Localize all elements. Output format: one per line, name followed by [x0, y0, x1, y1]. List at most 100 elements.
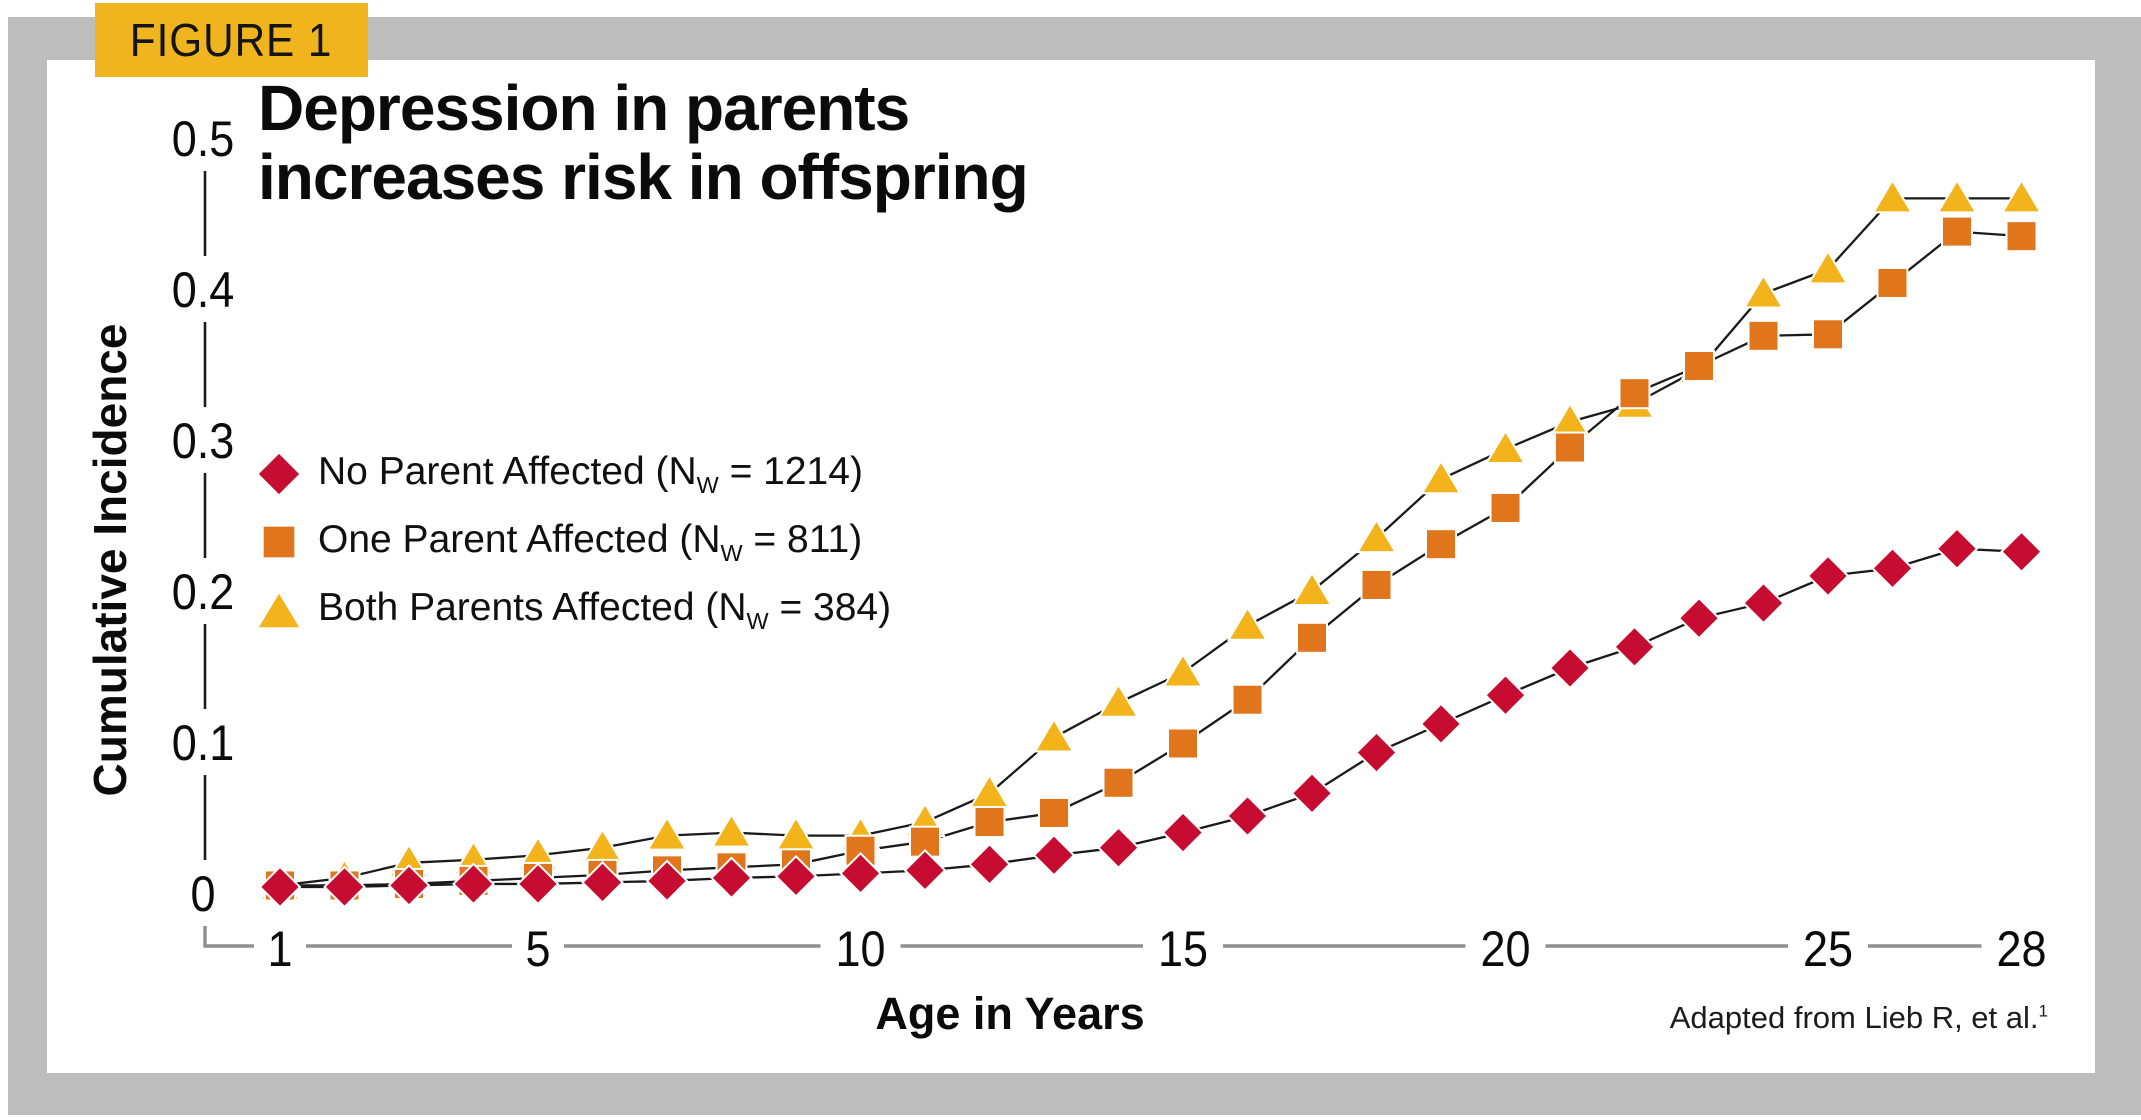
marker-triangle — [1871, 178, 1914, 214]
attribution: Adapted from Lieb R, et al.1 — [1670, 1000, 2048, 1036]
attribution-footnote-marker: 1 — [2038, 1001, 2048, 1021]
legend-diamond-icon — [258, 453, 300, 495]
marker-diamond — [516, 862, 560, 906]
marker-diamond — [1226, 794, 1269, 838]
legend-label: One Parent Affected (NW = 811) — [318, 517, 863, 566]
marker-square — [1683, 350, 1715, 383]
marker-square — [1296, 621, 1328, 654]
figure-tab: FIGURE 1 — [95, 3, 368, 77]
marker-triangle — [1291, 571, 1333, 606]
marker-square — [1876, 266, 1909, 299]
series-line-triangle — [279, 197, 2022, 887]
marker-triangle — [1097, 682, 1140, 718]
y-tick-label: 0.3 — [172, 414, 235, 470]
marker-triangle — [1807, 249, 1849, 285]
x-axis-corner — [203, 926, 254, 948]
marker-square — [909, 825, 941, 858]
marker-square — [1941, 215, 1973, 248]
legend: No Parent Affected (NW = 1214) One Parent… — [256, 440, 891, 644]
marker-diamond — [1419, 702, 1463, 746]
legend-item: Both Parents Affected (NW = 384) — [256, 576, 891, 644]
marker-triangle — [646, 815, 688, 851]
marker-square — [1038, 796, 1070, 829]
marker-triangle — [1226, 605, 1269, 641]
x-tick-label: 20 — [1480, 922, 1530, 978]
marker-diamond — [903, 848, 947, 892]
marker-square — [1231, 683, 1264, 716]
x-tick-label: 1 — [267, 922, 292, 978]
marker-square — [1102, 766, 1135, 799]
marker-diamond — [1613, 625, 1656, 669]
marker-diamond — [1548, 646, 1592, 690]
series-line-square — [280, 230, 2022, 887]
x-tick-label: 10 — [835, 922, 885, 978]
marker-diamond — [452, 862, 495, 906]
marker-diamond — [1677, 596, 1721, 640]
y-axis-label: Cumulative Incidence — [84, 323, 136, 797]
marker-square — [1167, 727, 1199, 760]
marker-square — [1554, 431, 1586, 464]
marker-diamond — [323, 865, 366, 909]
marker-square — [1747, 319, 1780, 352]
marker-square — [973, 806, 1006, 839]
legend-item: No Parent Affected (NW = 1214) — [256, 440, 891, 508]
legend-item: One Parent Affected (NW = 811) — [256, 508, 891, 576]
marker-triangle — [775, 815, 817, 851]
marker-square — [1425, 528, 1457, 561]
marker-diamond — [1161, 811, 1205, 855]
y-tick-label: 0.5 — [172, 112, 235, 168]
marker-diamond — [1355, 731, 1398, 774]
marker-triangle — [1742, 273, 1785, 309]
marker-diamond — [258, 865, 302, 909]
x-axis-label: Age in Years — [875, 988, 1145, 1039]
series-line-diamond — [280, 547, 2022, 889]
marker-triangle — [1162, 652, 1204, 688]
panel-frame — [8, 17, 2141, 1115]
marker-square — [1489, 491, 1522, 524]
marker-triangle — [1355, 518, 1398, 554]
y-tick-label: 0.2 — [172, 565, 235, 621]
marker-diamond — [839, 851, 882, 895]
marker-diamond — [1935, 527, 1979, 571]
marker-diamond — [1097, 826, 1140, 870]
marker-triangle — [1484, 429, 1527, 465]
legend-label: No Parent Affected (NW = 1214) — [318, 449, 863, 498]
y-tick-label: 0.1 — [172, 716, 235, 772]
y-tick-label: 0.4 — [172, 263, 235, 319]
legend-square-icon — [263, 526, 295, 558]
x-tick-label: 15 — [1158, 922, 1208, 978]
marker-diamond — [1871, 546, 1914, 590]
x-tick-label: 5 — [525, 922, 550, 978]
marker-diamond — [1742, 581, 1785, 625]
attribution-text: Adapted from Lieb R, et al. — [1669, 1000, 2039, 1035]
y-tick-label: 0 — [190, 867, 215, 923]
marker-diamond — [645, 859, 689, 903]
marker-triangle — [1420, 459, 1462, 495]
x-tick-label: 28 — [1996, 922, 2046, 978]
marker-diamond — [710, 856, 753, 900]
marker-diamond — [1032, 833, 1076, 877]
legend-label: Both Parents Affected (NW = 384) — [318, 585, 892, 634]
marker-triangle — [1549, 401, 1591, 437]
marker-diamond — [968, 842, 1011, 886]
marker-diamond — [1806, 554, 1850, 598]
marker-diamond — [774, 854, 818, 898]
marker-diamond — [581, 861, 624, 904]
marker-square — [2005, 220, 2038, 253]
marker-diamond — [1290, 771, 1334, 815]
marker-diamond — [2000, 530, 2043, 574]
marker-triangle — [1033, 717, 1075, 753]
marker-diamond — [1484, 673, 1527, 717]
marker-triangle — [2000, 178, 2043, 214]
chart-title: Depression in parents increases risk in … — [258, 72, 1029, 213]
marker-square — [1812, 318, 1844, 351]
marker-square — [1360, 568, 1393, 601]
x-tick-label: 25 — [1803, 922, 1853, 978]
marker-square — [1618, 377, 1651, 410]
marker-triangle — [1936, 178, 1978, 214]
marker-triangle — [710, 812, 753, 848]
marker-triangle — [968, 773, 1011, 809]
chart-panel — [47, 60, 2095, 1073]
